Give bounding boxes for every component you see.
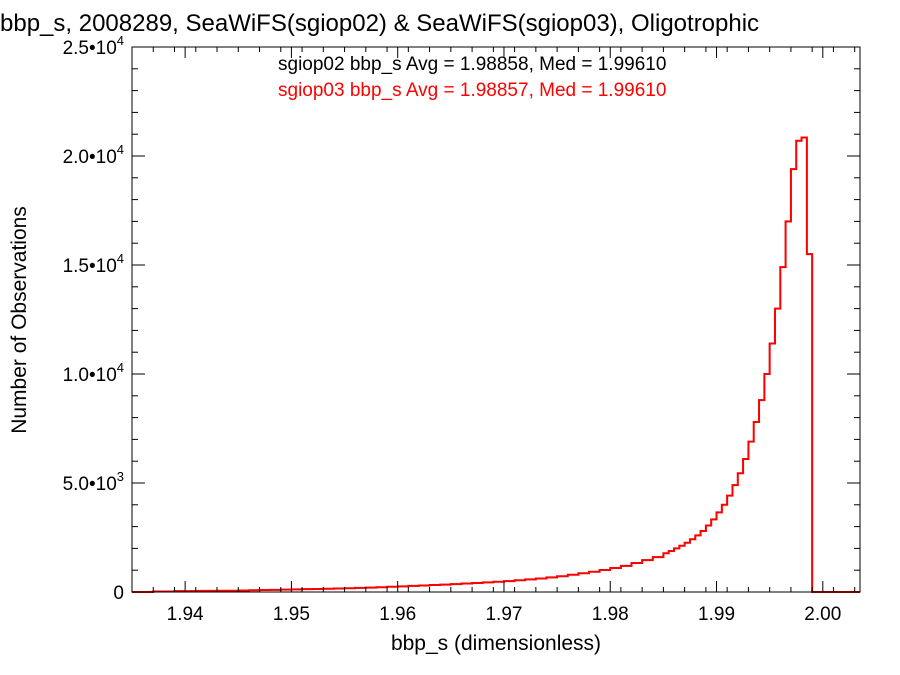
legend-entry-sgiop02: sgiop02 bbp_s Avg = 1.98858, Med = 1.996… xyxy=(278,54,666,75)
y-tick-exponent: 4 xyxy=(117,33,124,48)
y-tick-mantissa: 1.0•10 xyxy=(63,365,117,386)
y-tick-exponent: 4 xyxy=(117,251,124,266)
y-tick-mantissa: 2.5•10 xyxy=(63,38,117,59)
chart-title: bbp_s, 2008289, SeaWiFS(sgiop02) & SeaWi… xyxy=(0,10,759,37)
x-tick-label: 1.94 xyxy=(167,604,204,625)
y-tick-label: 1.0•104 xyxy=(63,360,124,386)
y-tick-mantissa: 1.5•10 xyxy=(63,256,117,277)
y-tick-exponent: 3 xyxy=(117,469,124,484)
plot-frame xyxy=(131,46,861,593)
x-tick-label: 1.95 xyxy=(273,604,310,625)
x-tick-label: 1.99 xyxy=(698,604,735,625)
y-tick-exponent: 4 xyxy=(117,360,124,375)
y-tick-label: 0 xyxy=(113,583,124,604)
x-tick-label: 1.98 xyxy=(592,604,629,625)
x-tick-label: 2.00 xyxy=(804,604,841,625)
legend-entry-sgiop03: sgiop03 bbp_s Avg = 1.98857, Med = 1.996… xyxy=(278,80,666,101)
y-tick-label: 1.5•104 xyxy=(63,251,124,277)
y-tick-label: 2.5•104 xyxy=(63,33,124,59)
x-axis-label: bbp_s (dimensionless) xyxy=(391,632,601,655)
series-line-1 xyxy=(132,136,860,593)
y-tick-label: 5.0•103 xyxy=(63,469,124,495)
x-axis: 1.94 1.95 1.96 1.97 1.98 1.99 2.00 xyxy=(131,47,856,625)
x-tick-label: 1.97 xyxy=(485,604,522,625)
y-tick-exponent: 4 xyxy=(117,142,124,157)
y-axis-label: Number of Observations xyxy=(8,206,31,434)
x-tick-label: 1.96 xyxy=(379,604,416,625)
y-tick-mantissa: 5.0•10 xyxy=(63,474,117,495)
y-tick-mantissa: 0 xyxy=(113,583,124,604)
y-tick-label: 2.0•104 xyxy=(63,142,124,168)
y-tick-mantissa: 2.0•10 xyxy=(63,147,117,168)
series-group xyxy=(132,136,860,593)
